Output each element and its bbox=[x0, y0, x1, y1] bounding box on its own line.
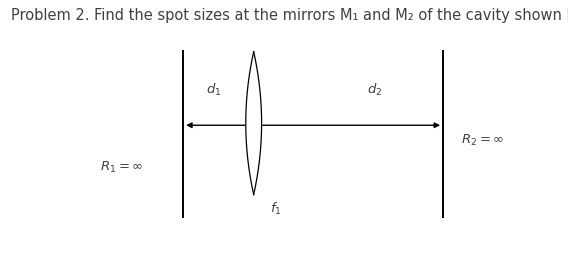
Text: $d_1$: $d_1$ bbox=[206, 81, 222, 97]
Text: $R_1$$=$$\infty$: $R_1$$=$$\infty$ bbox=[100, 160, 143, 175]
Text: $R_2$$=$$\infty$: $R_2$$=$$\infty$ bbox=[461, 132, 504, 147]
Polygon shape bbox=[246, 52, 262, 195]
Text: $d_2$: $d_2$ bbox=[367, 81, 382, 97]
Text: $f_1$: $f_1$ bbox=[270, 201, 282, 217]
Text: Problem 2. Find the spot sizes at the mirrors M₁ and M₂ of the cavity shown belo: Problem 2. Find the spot sizes at the mi… bbox=[11, 8, 568, 23]
